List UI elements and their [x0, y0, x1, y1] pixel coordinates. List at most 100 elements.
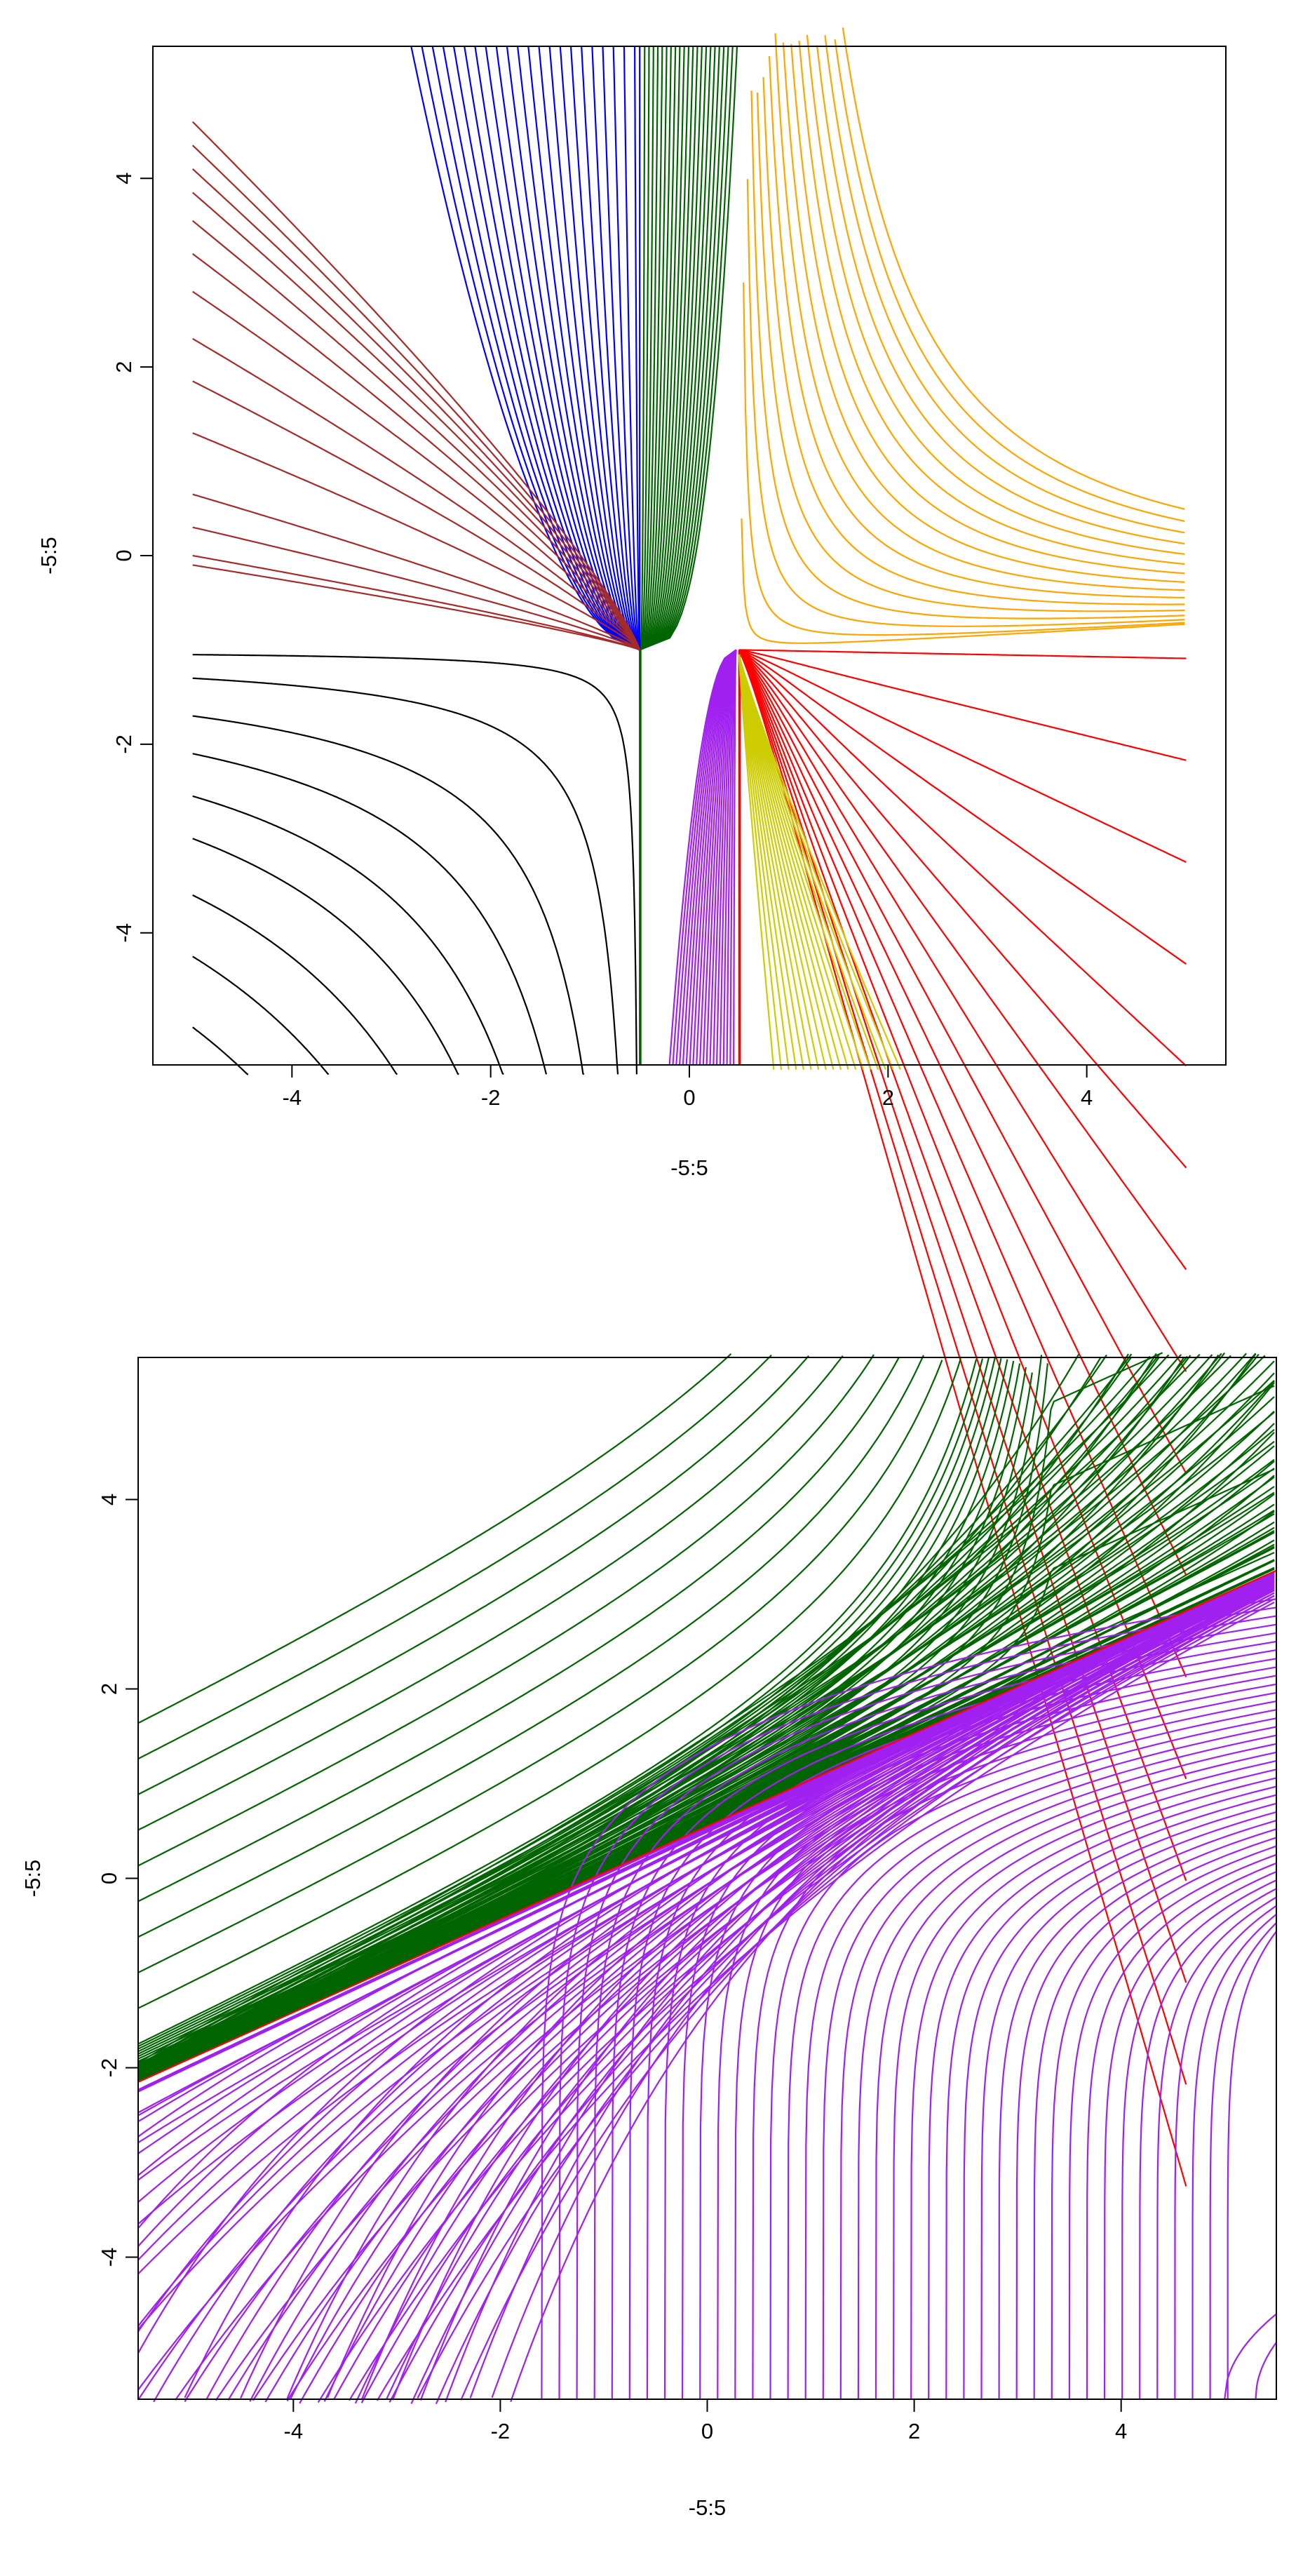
- purple-trajectory: [1224, 2313, 1277, 2400]
- x-tick-label: 0: [683, 1085, 695, 1110]
- brown-trajectory: [192, 290, 641, 650]
- green-trajectory: [639, 46, 694, 651]
- orange-trajectory: [741, 518, 1185, 644]
- black-trajectory: [192, 838, 459, 1075]
- yellow-trajectory: [738, 654, 902, 1071]
- purple-trajectory: [558, 1606, 1277, 2400]
- purple-trajectory: [376, 1602, 1275, 2401]
- purple-trajectory: [1121, 1879, 1277, 2400]
- green-trajectory: [639, 46, 685, 651]
- yellow-trajectory: [738, 655, 835, 1070]
- orange-trajectory: [750, 90, 1185, 619]
- brown-trajectory: [192, 253, 641, 650]
- green-trajectory: [639, 46, 646, 650]
- brown-trajectory: [192, 380, 641, 651]
- trajectory-curves: [137, 1352, 1277, 2405]
- yellow-trajectory: [738, 655, 797, 1070]
- purple-trajectory: [822, 1734, 1277, 2400]
- green-trajectory: [639, 46, 734, 651]
- y-tick-label: 4: [112, 173, 136, 185]
- yellow-trajectory: [738, 655, 775, 1070]
- yellow-trajectory: [738, 655, 790, 1070]
- green-trajectory: [137, 1354, 1220, 2081]
- green-trajectory: [137, 1363, 1048, 2072]
- orange-trajectory: [743, 282, 1185, 636]
- brown-trajectory: [192, 493, 640, 651]
- black-trajectory: [192, 795, 504, 1075]
- green-trajectory: [137, 1385, 1275, 2077]
- red-trajectory: [738, 649, 1187, 1881]
- black-trajectory: [192, 894, 398, 1075]
- purple-trajectory: [722, 650, 737, 1066]
- green-trajectory: [639, 46, 668, 651]
- orange-trajectory: [834, 39, 1185, 522]
- x-tick-label: 4: [1081, 1085, 1093, 1110]
- blue-trajectory: [506, 46, 640, 651]
- green-trajectory: [137, 1359, 1008, 2058]
- purple-trajectory: [672, 649, 737, 1066]
- orange-trajectory: [806, 34, 1185, 555]
- green-trajectory: [137, 1354, 772, 1760]
- y-tick-label: 2: [112, 361, 136, 373]
- purple-trajectory: [611, 1632, 1277, 2400]
- orange-trajectory: [774, 33, 1185, 591]
- green-trajectory: [639, 46, 738, 651]
- purple-trajectory: [1174, 1905, 1277, 2400]
- x-axis: -4 -2 0 2 4: [283, 1064, 1093, 1110]
- blue-trajectory: [452, 46, 640, 651]
- green-trajectory: [137, 1367, 1027, 2065]
- brown-trajectory: [192, 337, 641, 651]
- y-axis-title: -5:5: [20, 1860, 45, 1897]
- orange-trajectory: [842, 27, 1185, 510]
- blue-trajectory: [569, 46, 641, 651]
- purple-trajectory: [675, 649, 737, 1066]
- purple-trajectory: [945, 1794, 1277, 2400]
- y-tick-label: 0: [112, 549, 136, 561]
- green-trajectory: [639, 46, 716, 651]
- green-trajectory: [639, 46, 681, 651]
- green-trajectory: [137, 1356, 1185, 2080]
- yellow-trajectory: [738, 655, 827, 1070]
- black-trajectory: [192, 753, 548, 1075]
- green-trajectory: [639, 46, 708, 651]
- purple-trajectory: [628, 1640, 1277, 2400]
- purple-trajectory: [998, 1820, 1277, 2400]
- y-axis: -4 -2 0 2 4: [97, 1494, 139, 2267]
- green-trajectory: [639, 46, 698, 651]
- green-trajectory: [639, 46, 672, 651]
- yellow-trajectory: [738, 654, 864, 1071]
- x-axis-title: -5:5: [670, 1155, 708, 1180]
- blue-trajectory: [634, 46, 641, 650]
- yellow-trajectory: [738, 655, 842, 1070]
- brown-trajectory: [191, 145, 641, 650]
- red-trajectory: [738, 649, 1187, 659]
- red-separatrix-line: [137, 1569, 1277, 2083]
- trajectory-curves: [191, 27, 1187, 2187]
- purple-trajectory: [460, 1588, 1275, 2401]
- purple-trajectory: [875, 1760, 1277, 2400]
- yellow-trajectory: [738, 655, 849, 1071]
- purple-trajectory: [980, 1811, 1277, 2400]
- x-tick-label: -4: [284, 2419, 304, 2443]
- brown-trajectory: [191, 220, 641, 650]
- purple-trajectory: [716, 649, 737, 1066]
- purple-trajectory: [893, 1769, 1277, 2400]
- purple-trajectory: [576, 1615, 1277, 2400]
- purple-trajectory: [1156, 1896, 1277, 2400]
- purple-trajectory: [726, 650, 737, 1066]
- blue-trajectory: [623, 46, 641, 650]
- red-trajectory: [738, 649, 1187, 1474]
- y-tick-label: 4: [97, 1494, 121, 1505]
- blue-trajectory: [602, 46, 641, 650]
- brown-trajectory: [192, 432, 640, 651]
- blue-trajectory: [581, 46, 641, 650]
- green-trajectory: [137, 1357, 990, 2050]
- blue-trajectory: [474, 46, 640, 651]
- purple-trajectory: [769, 1709, 1277, 2400]
- blue-trajectory: [495, 46, 640, 651]
- purple-trajectory: [593, 1623, 1277, 2400]
- purple-trajectory: [679, 649, 737, 1066]
- green-trajectory: [639, 46, 663, 650]
- black-trajectory: [192, 955, 330, 1075]
- green-trajectory: [639, 46, 654, 650]
